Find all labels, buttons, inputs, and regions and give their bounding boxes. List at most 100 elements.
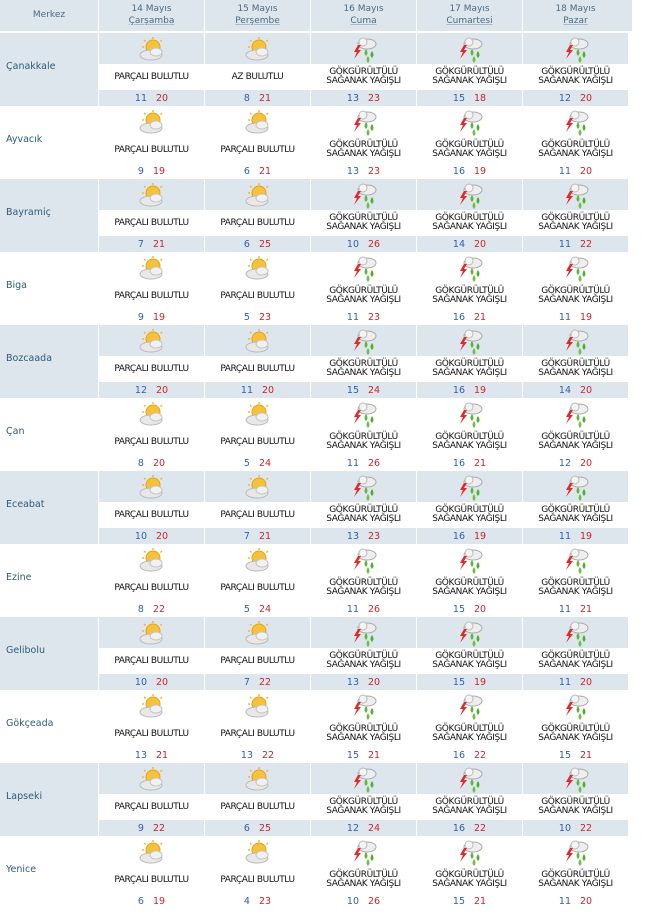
partly-cloudy-icon (139, 182, 162, 206)
day-weekday: Çarşamba (128, 16, 175, 26)
max-temp: 20 (474, 603, 487, 615)
min-temp: 5 (243, 311, 250, 323)
forecast-cell: GÖKGÜRÜLTÜLÜ SAĞANAK YAĞIŞLI 15 21 (310, 690, 416, 763)
max-temp: 21 (474, 311, 487, 323)
condition: GÖKGÜRÜLTÜLÜ SAĞANAK YAĞIŞLI (311, 137, 416, 163)
max-temp: 19 (474, 384, 487, 396)
condition: GÖKGÜRÜLTÜLÜ SAĞANAK YAĞIŞLI (523, 356, 628, 382)
storm-icon (459, 402, 482, 428)
min-temp: 11 (346, 603, 359, 615)
max-temp: 21 (258, 165, 272, 177)
header-first: Merkez (32, 10, 66, 20)
temperatures: 12 20 (523, 90, 628, 106)
weather-icon (311, 33, 416, 64)
min-temp: 11 (558, 895, 571, 907)
condition: PARÇALI BULUTLU (99, 137, 204, 163)
max-temp: 21 (156, 749, 169, 761)
max-temp: 19 (152, 165, 166, 177)
condition: GÖKGÜRÜLTÜLÜ SAĞANAK YAĞIŞLI (311, 794, 416, 820)
temperatures: 11 26 (311, 601, 416, 617)
max-temp: 19 (474, 165, 487, 177)
forecast-cell: GÖKGÜRÜLTÜLÜ SAĞANAK YAĞIŞLI 11 19 (522, 252, 628, 325)
condition: GÖKGÜRÜLTÜLÜ SAĞANAK YAĞIŞLI (417, 356, 522, 382)
storm-icon (459, 183, 482, 209)
forecast-cell: PARÇALI BULUTLU 9 19 (98, 106, 204, 179)
storm-icon (459, 37, 482, 63)
forecast-cell: PARÇALI BULUTLU 13 21 (98, 690, 204, 763)
forecast-cell: PARÇALI BULUTLU 6 21 (204, 106, 310, 179)
condition: PARÇALI BULUTLU (99, 721, 204, 747)
weather-icon (417, 690, 522, 721)
forecast-cell: PARÇALI BULUTLU 5 24 (204, 544, 310, 617)
min-temp: 8 (137, 457, 144, 469)
partly-cloudy-icon (245, 109, 268, 133)
district-name: Ezine (6, 572, 32, 583)
temperatures: 13 23 (311, 90, 416, 106)
storm-icon (565, 840, 588, 866)
weather-icon (205, 33, 310, 64)
district-name: Bozcaada (0, 325, 98, 398)
temperatures: 6 21 (205, 163, 310, 179)
weather-icon (417, 106, 522, 137)
district-name: Bayramiç (0, 179, 98, 252)
condition: PARÇALI BULUTLU (205, 867, 310, 893)
temperatures: 14 20 (417, 236, 522, 252)
storm-icon (565, 548, 588, 574)
max-temp: 26 (368, 895, 381, 907)
day-header: 16 Mayıs Cuma (310, 0, 416, 31)
storm-icon (353, 767, 376, 793)
forecast-cell: GÖKGÜRÜLTÜLÜ SAĞANAK YAĞIŞLI 13 23 (310, 33, 416, 106)
temperatures: 16 22 (417, 820, 522, 836)
temperatures: 13 20 (311, 674, 416, 690)
min-temp: 8 (137, 603, 144, 615)
condition: GÖKGÜRÜLTÜLÜ SAĞANAK YAĞIŞLI (523, 575, 628, 601)
weather-icon (311, 690, 416, 721)
day-weekday: Perşembe (235, 16, 280, 26)
forecast-cell: GÖKGÜRÜLTÜLÜ SAĞANAK YAĞIŞLI 11 19 (522, 471, 628, 544)
min-temp: 11 (558, 238, 571, 250)
condition: GÖKGÜRÜLTÜLÜ SAĞANAK YAĞIŞLI (311, 648, 416, 674)
day-weekday: Cumartesi (446, 16, 493, 26)
condition: GÖKGÜRÜLTÜLÜ SAĞANAK YAĞIŞLI (311, 429, 416, 455)
max-temp: 22 (580, 238, 593, 250)
temperatures: 11 19 (523, 528, 628, 544)
max-temp: 21 (152, 238, 166, 250)
storm-icon (565, 183, 588, 209)
storm-icon (353, 183, 376, 209)
forecast-cell: PARÇALI BULUTLU 7 21 (98, 179, 204, 252)
storm-icon (459, 694, 482, 720)
forecast-cell: GÖKGÜRÜLTÜLÜ SAĞANAK YAĞIŞLI 13 20 (310, 617, 416, 690)
day-date: 18 Mayıs (555, 4, 596, 14)
min-temp: 16 (452, 165, 465, 177)
storm-icon (353, 621, 376, 647)
condition: PARÇALI BULUTLU (205, 429, 310, 455)
temperatures: 10 26 (311, 893, 416, 909)
temperatures: 15 18 (417, 90, 522, 106)
condition: AZ BULUTLU (205, 64, 310, 90)
header-row: Merkez 14 Mayıs Çarşamba 15 Mayıs Perşembe 1… (0, 0, 632, 33)
max-temp: 20 (156, 676, 169, 688)
partly-cloudy-icon (245, 839, 268, 863)
temperatures: 15 24 (311, 382, 416, 398)
max-temp: 24 (368, 822, 381, 834)
max-temp: 20 (580, 165, 593, 177)
forecast-cell: PARÇALI BULUTLU 10 20 (98, 471, 204, 544)
forecast-cell: GÖKGÜRÜLTÜLÜ SAĞANAK YAĞIŞLI 11 26 (310, 398, 416, 471)
storm-icon (565, 621, 588, 647)
forecast-cell: GÖKGÜRÜLTÜLÜ SAĞANAK YAĞIŞLI 16 21 (416, 252, 522, 325)
weather-icon (311, 617, 416, 648)
weather-icon (205, 836, 310, 867)
temperatures: 6 19 (99, 893, 204, 909)
temperatures: 11 26 (311, 455, 416, 471)
weather-icon (311, 252, 416, 283)
weather-icon (417, 325, 522, 356)
max-temp: 24 (258, 603, 272, 615)
day-header: 18 Mayıs Pazar (522, 0, 628, 31)
min-temp: 13 (134, 749, 147, 761)
temperatures: 16 22 (417, 747, 522, 763)
storm-icon (459, 110, 482, 136)
forecast-cell: PARÇALI BULUTLU 9 22 (98, 763, 204, 836)
temperatures: 14 20 (523, 382, 628, 398)
max-temp: 20 (580, 457, 593, 469)
forecast-cell: GÖKGÜRÜLTÜLÜ SAĞANAK YAĞIŞLI 15 24 (310, 325, 416, 398)
